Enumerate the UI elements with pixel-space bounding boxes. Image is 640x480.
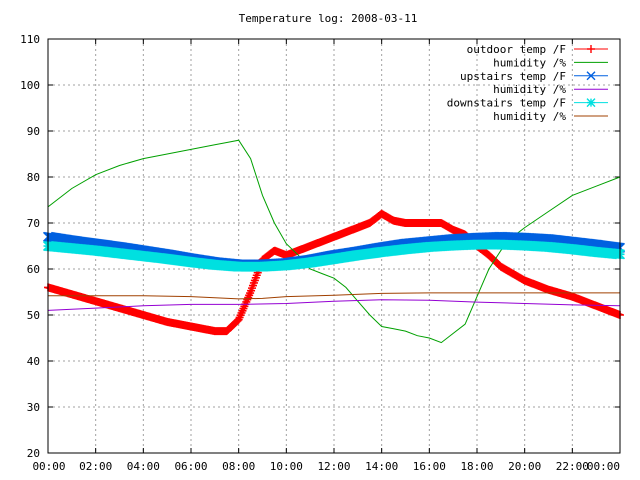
legend-label: humidity /%	[493, 110, 566, 123]
series-line-3	[47, 299, 621, 311]
x-tick-label: 22:00	[556, 460, 589, 473]
x-axis: 00:00 02:00 04:00 06:00 08:00 10:00 12:00 14:00…	[32, 39, 621, 473]
x-tick-label: 08:00	[222, 460, 255, 473]
legend-label: humidity /%	[493, 83, 566, 96]
chart-title: Temperature log: 2008-03-11	[239, 12, 418, 25]
x-tick-label: 06:00	[174, 460, 207, 473]
legend-label: humidity /%	[493, 56, 566, 69]
x-tick-label: 04:00	[127, 460, 160, 473]
legend-marker-4	[586, 98, 596, 108]
legend-label: downstairs temp /F	[447, 97, 566, 110]
x-tick-label: 00:00	[587, 460, 620, 473]
x-tick-label: 02:00	[79, 460, 112, 473]
y-tick-label: 20	[27, 447, 40, 460]
x-tick-label: 20:00	[508, 460, 541, 473]
y-tick-label: 100	[20, 79, 40, 92]
y-tick-label: 30	[27, 401, 40, 414]
legend-label: upstairs temp /F	[460, 70, 566, 83]
x-tick-label: 10:00	[270, 460, 303, 473]
y-tick-label: 40	[27, 355, 40, 368]
legend-marker-0	[587, 45, 595, 53]
x-tick-label: 16:00	[413, 460, 446, 473]
y-axis: 20 30 40 50 60 70 80 90 100 110	[20, 33, 620, 460]
data-series	[42, 139, 626, 344]
legend-marker-2	[586, 71, 596, 81]
y-tick-label: 110	[20, 33, 40, 46]
plot-border	[47, 38, 621, 454]
series-markers-0	[44, 209, 624, 336]
series-line-5	[48, 292, 620, 300]
y-tick-label: 90	[27, 125, 40, 138]
x-tick-label: 14:00	[365, 460, 398, 473]
x-tick-label: 18:00	[460, 460, 493, 473]
y-tick-label: 80	[27, 171, 40, 184]
legend-label: outdoor temp /F	[467, 43, 566, 56]
x-tick-label: 00:00	[32, 460, 65, 473]
y-tick-label: 70	[27, 217, 40, 230]
x-tick-label: 12:00	[317, 460, 350, 473]
y-tick-label: 60	[27, 263, 40, 276]
y-tick-label: 50	[27, 309, 40, 322]
